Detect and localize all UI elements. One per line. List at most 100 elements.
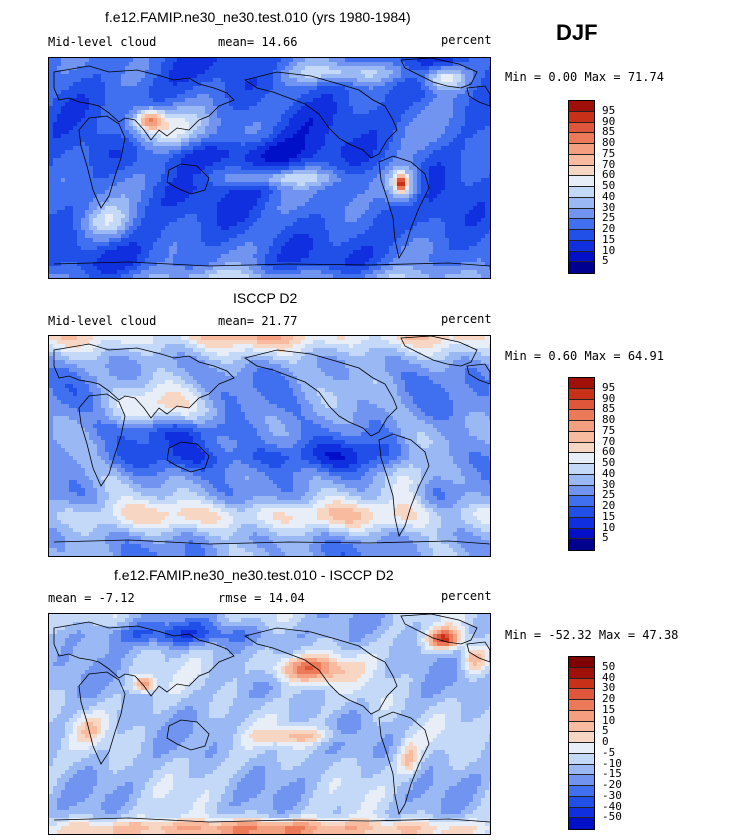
coastline (166, 441, 210, 473)
colorbar-tick-label: 50 (602, 179, 616, 192)
colorbar-swatch (569, 111, 594, 123)
colorbar-tick-label: 95 (602, 103, 616, 117)
panel2-colorbar-labels: 95 90 85 80 75 70 60 50 40 30 25 20 15 10 5 (602, 377, 642, 549)
coastline (166, 163, 210, 195)
colorbar-tick-label: -5 (602, 745, 616, 759)
colorbar-swatch (569, 700, 594, 711)
colorbar-swatch (569, 710, 594, 722)
colorbar-tick-label: -30 (602, 788, 622, 802)
colorbar-tick-label: 5 (602, 254, 609, 268)
panel1-left-label: Mid-level cloud (48, 35, 157, 49)
colorbar-swatch (569, 230, 594, 241)
colorbar-tick-label: 50 (602, 456, 616, 469)
colorbar-tick-label: 60 (602, 445, 616, 459)
coastline (78, 115, 126, 209)
colorbar-swatch (569, 657, 594, 668)
colorbar-tick-label: -10 (602, 756, 622, 770)
colorbar-tick-label: 20 (602, 692, 616, 705)
panel2-map (48, 335, 491, 557)
contour-field (49, 58, 490, 278)
colorbar-swatch (569, 496, 594, 507)
colorbar-swatch (569, 753, 594, 765)
colorbar-tick-label: 25 (602, 488, 616, 502)
colorbar-tick-label: 60 (602, 168, 616, 182)
coastline (166, 719, 210, 751)
colorbar-tick-label: 20 (602, 222, 616, 235)
colorbar-tick-label: 75 (602, 146, 616, 160)
coastline (400, 614, 478, 645)
colorbar-swatch (569, 399, 594, 411)
colorbar-tick-label: 30 (602, 200, 616, 214)
colorbar-tick-label: 40 (602, 466, 616, 480)
colorbar-swatch (569, 539, 594, 550)
colorbar-swatch (569, 219, 594, 230)
panel3-units-label: percent (441, 589, 492, 603)
colorbar-tick-label: 90 (602, 391, 616, 405)
colorbar-swatch (569, 453, 594, 464)
colorbar-swatch (569, 485, 594, 497)
colorbar-tick-label: 70 (602, 434, 616, 448)
colorbar-tick-label: 40 (602, 670, 616, 684)
panel2-minmax: Min = 0.60 Max = 64.91 (505, 349, 664, 363)
coastline (466, 363, 490, 385)
panel1-units-label: percent (441, 33, 492, 47)
colorbar-swatch (569, 796, 594, 808)
coastline (400, 58, 478, 89)
panel3-rmse-label: rmse = 14.04 (218, 591, 305, 605)
colorbar-swatch (569, 786, 594, 797)
colorbar-swatch (569, 421, 594, 432)
colorbar-swatch (569, 474, 594, 486)
panel1-map (48, 57, 491, 279)
colorbar-swatch (569, 165, 594, 177)
panel3-colorbar-labels: 50 40 30 20 15 10 5 0 -5 -10 -15 -20 -30 -40 -50 (602, 656, 642, 828)
colorbar-tick-label: 5 (602, 724, 609, 738)
colorbar-tick-label: 5 (602, 531, 609, 545)
colorbar-tick-label: 75 (602, 423, 616, 437)
colorbar-tick-label: 30 (602, 681, 616, 695)
panel2-units-label: percent (441, 312, 492, 326)
contour-field (49, 336, 490, 556)
colorbar-swatch (569, 764, 594, 776)
coastline (378, 711, 430, 816)
colorbar-swatch (569, 144, 594, 155)
coastline (53, 817, 490, 823)
colorbar-swatch (569, 388, 594, 400)
colorbar-swatch (569, 678, 594, 690)
colorbar-swatch (569, 122, 594, 134)
coastline (53, 343, 235, 419)
panel2-mean-label: mean= 21.77 (218, 314, 298, 328)
colorbar-tick-label: 85 (602, 402, 616, 416)
colorbar-tick-label: 95 (602, 380, 616, 394)
panel3-title: f.e12.FAMIP.ne30_ne30.test.010 - ISCCP D… (114, 567, 394, 583)
coastline (400, 336, 478, 367)
panel3-colorbar (568, 656, 595, 830)
colorbar-tick-label: -20 (602, 778, 622, 791)
coastline (466, 641, 490, 663)
colorbar-swatch (569, 507, 594, 518)
colorbar-tick-label: 10 (602, 713, 616, 727)
panel1-mean-label: mean= 14.66 (218, 35, 298, 49)
colorbar-tick-label: -50 (602, 810, 622, 824)
coastline (244, 627, 398, 715)
coastline (244, 71, 398, 159)
panel1-title: f.e12.FAMIP.ne30_ne30.test.010 (yrs 1980… (105, 9, 411, 25)
panel2-left-label: Mid-level cloud (48, 314, 157, 328)
colorbar-swatch (569, 732, 594, 743)
colorbar-swatch (569, 187, 594, 198)
coastline (53, 539, 490, 545)
colorbar-swatch (569, 208, 594, 220)
colorbar-tick-label: 10 (602, 243, 616, 257)
coastline (53, 621, 235, 697)
colorbar-tick-label: 15 (602, 232, 616, 246)
colorbar-swatch (569, 775, 594, 786)
colorbar-swatch (569, 689, 594, 700)
colorbar-swatch (569, 442, 594, 454)
colorbar-swatch (569, 743, 594, 754)
colorbar-tick-label: 10 (602, 520, 616, 534)
panel2-title: ISCCP D2 (233, 290, 298, 306)
colorbar-tick-label: 40 (602, 189, 616, 203)
colorbar-swatch (569, 667, 594, 679)
panel2-colorbar (568, 377, 595, 551)
colorbar-swatch (569, 721, 594, 733)
coastline (78, 393, 126, 487)
